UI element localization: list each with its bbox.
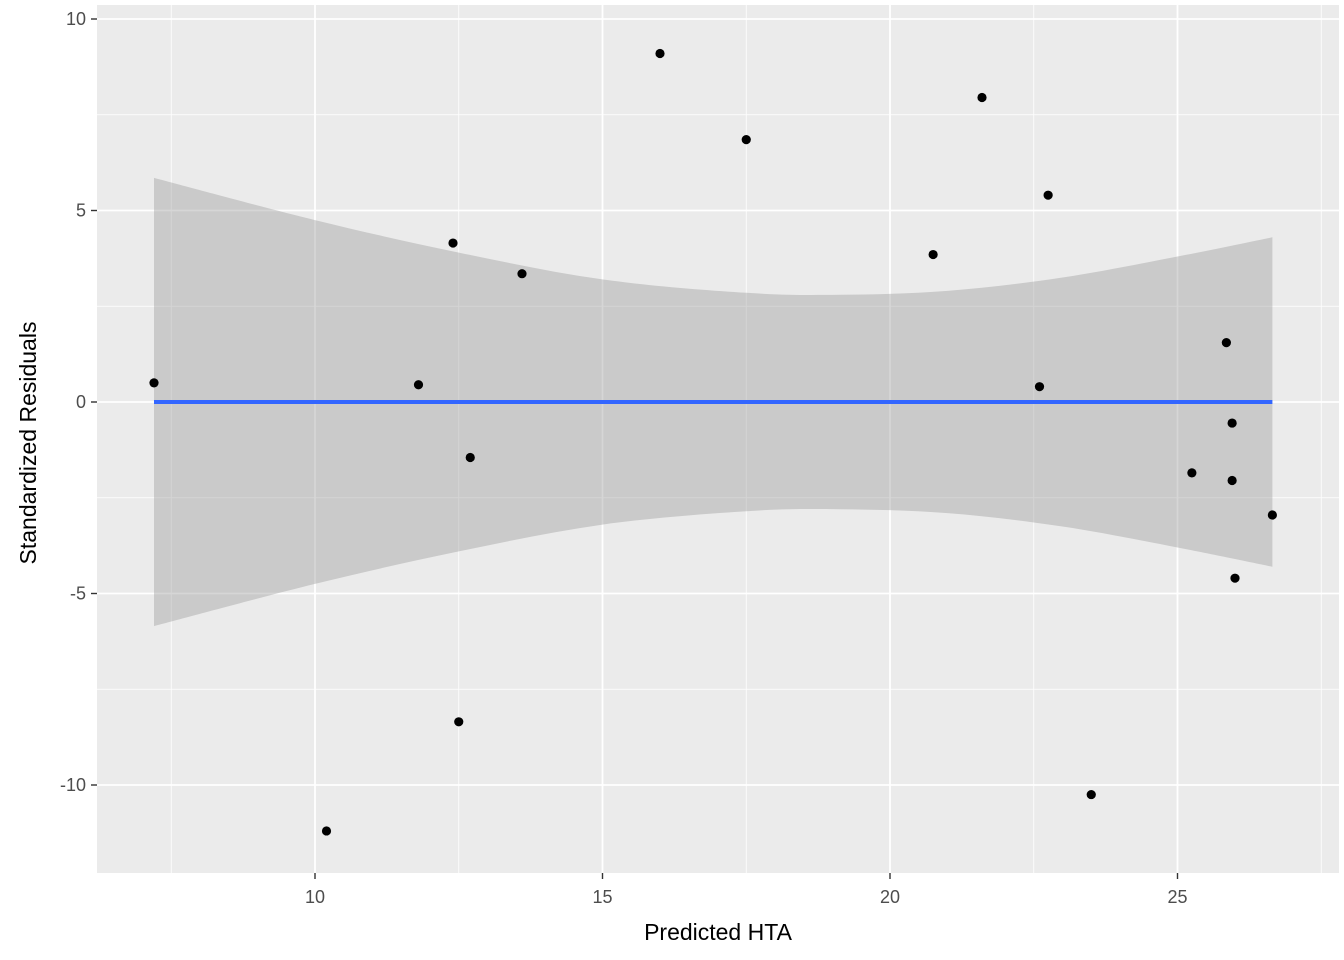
data-point: [517, 269, 527, 279]
panel-background: [97, 5, 1339, 873]
x-tick-label: 10: [305, 887, 325, 907]
data-point: [1187, 468, 1197, 478]
y-tick-label: 0: [76, 392, 86, 412]
data-point: [149, 378, 159, 388]
y-tick-label: 5: [76, 201, 86, 221]
minor-gridlines: [97, 5, 1339, 873]
data-point: [1086, 789, 1096, 800]
data-point: [465, 452, 475, 463]
y-axis-ticks: -10 -5 0 5 10: [60, 9, 97, 795]
data-point: [741, 135, 751, 145]
y-axis-title: Standardized Residuals: [15, 322, 41, 565]
data-point: [1230, 573, 1240, 583]
data-point: [448, 238, 458, 248]
data-point: [655, 48, 665, 59]
data-point: [1221, 338, 1231, 348]
data-point: [1267, 510, 1277, 520]
data-point: [1227, 418, 1237, 428]
data-point: [1227, 475, 1237, 486]
x-axis-title: Predicted HTA: [644, 919, 793, 945]
y-tick-label: -10: [60, 775, 86, 795]
data-point: [1034, 382, 1045, 392]
data-point: [1043, 190, 1053, 200]
data-point: [928, 249, 938, 260]
x-tick-label: 25: [1167, 887, 1187, 907]
data-point: [977, 92, 987, 103]
x-tick-label: 15: [592, 887, 612, 907]
x-tick-label: 20: [880, 887, 900, 907]
x-axis-ticks: 10 15 20 25: [305, 873, 1188, 907]
y-tick-label: 10: [66, 9, 86, 29]
data-points: [149, 48, 1277, 836]
data-point: [454, 717, 464, 727]
data-point: [413, 380, 424, 390]
data-point: [321, 826, 332, 836]
y-tick-label: -5: [70, 584, 86, 604]
